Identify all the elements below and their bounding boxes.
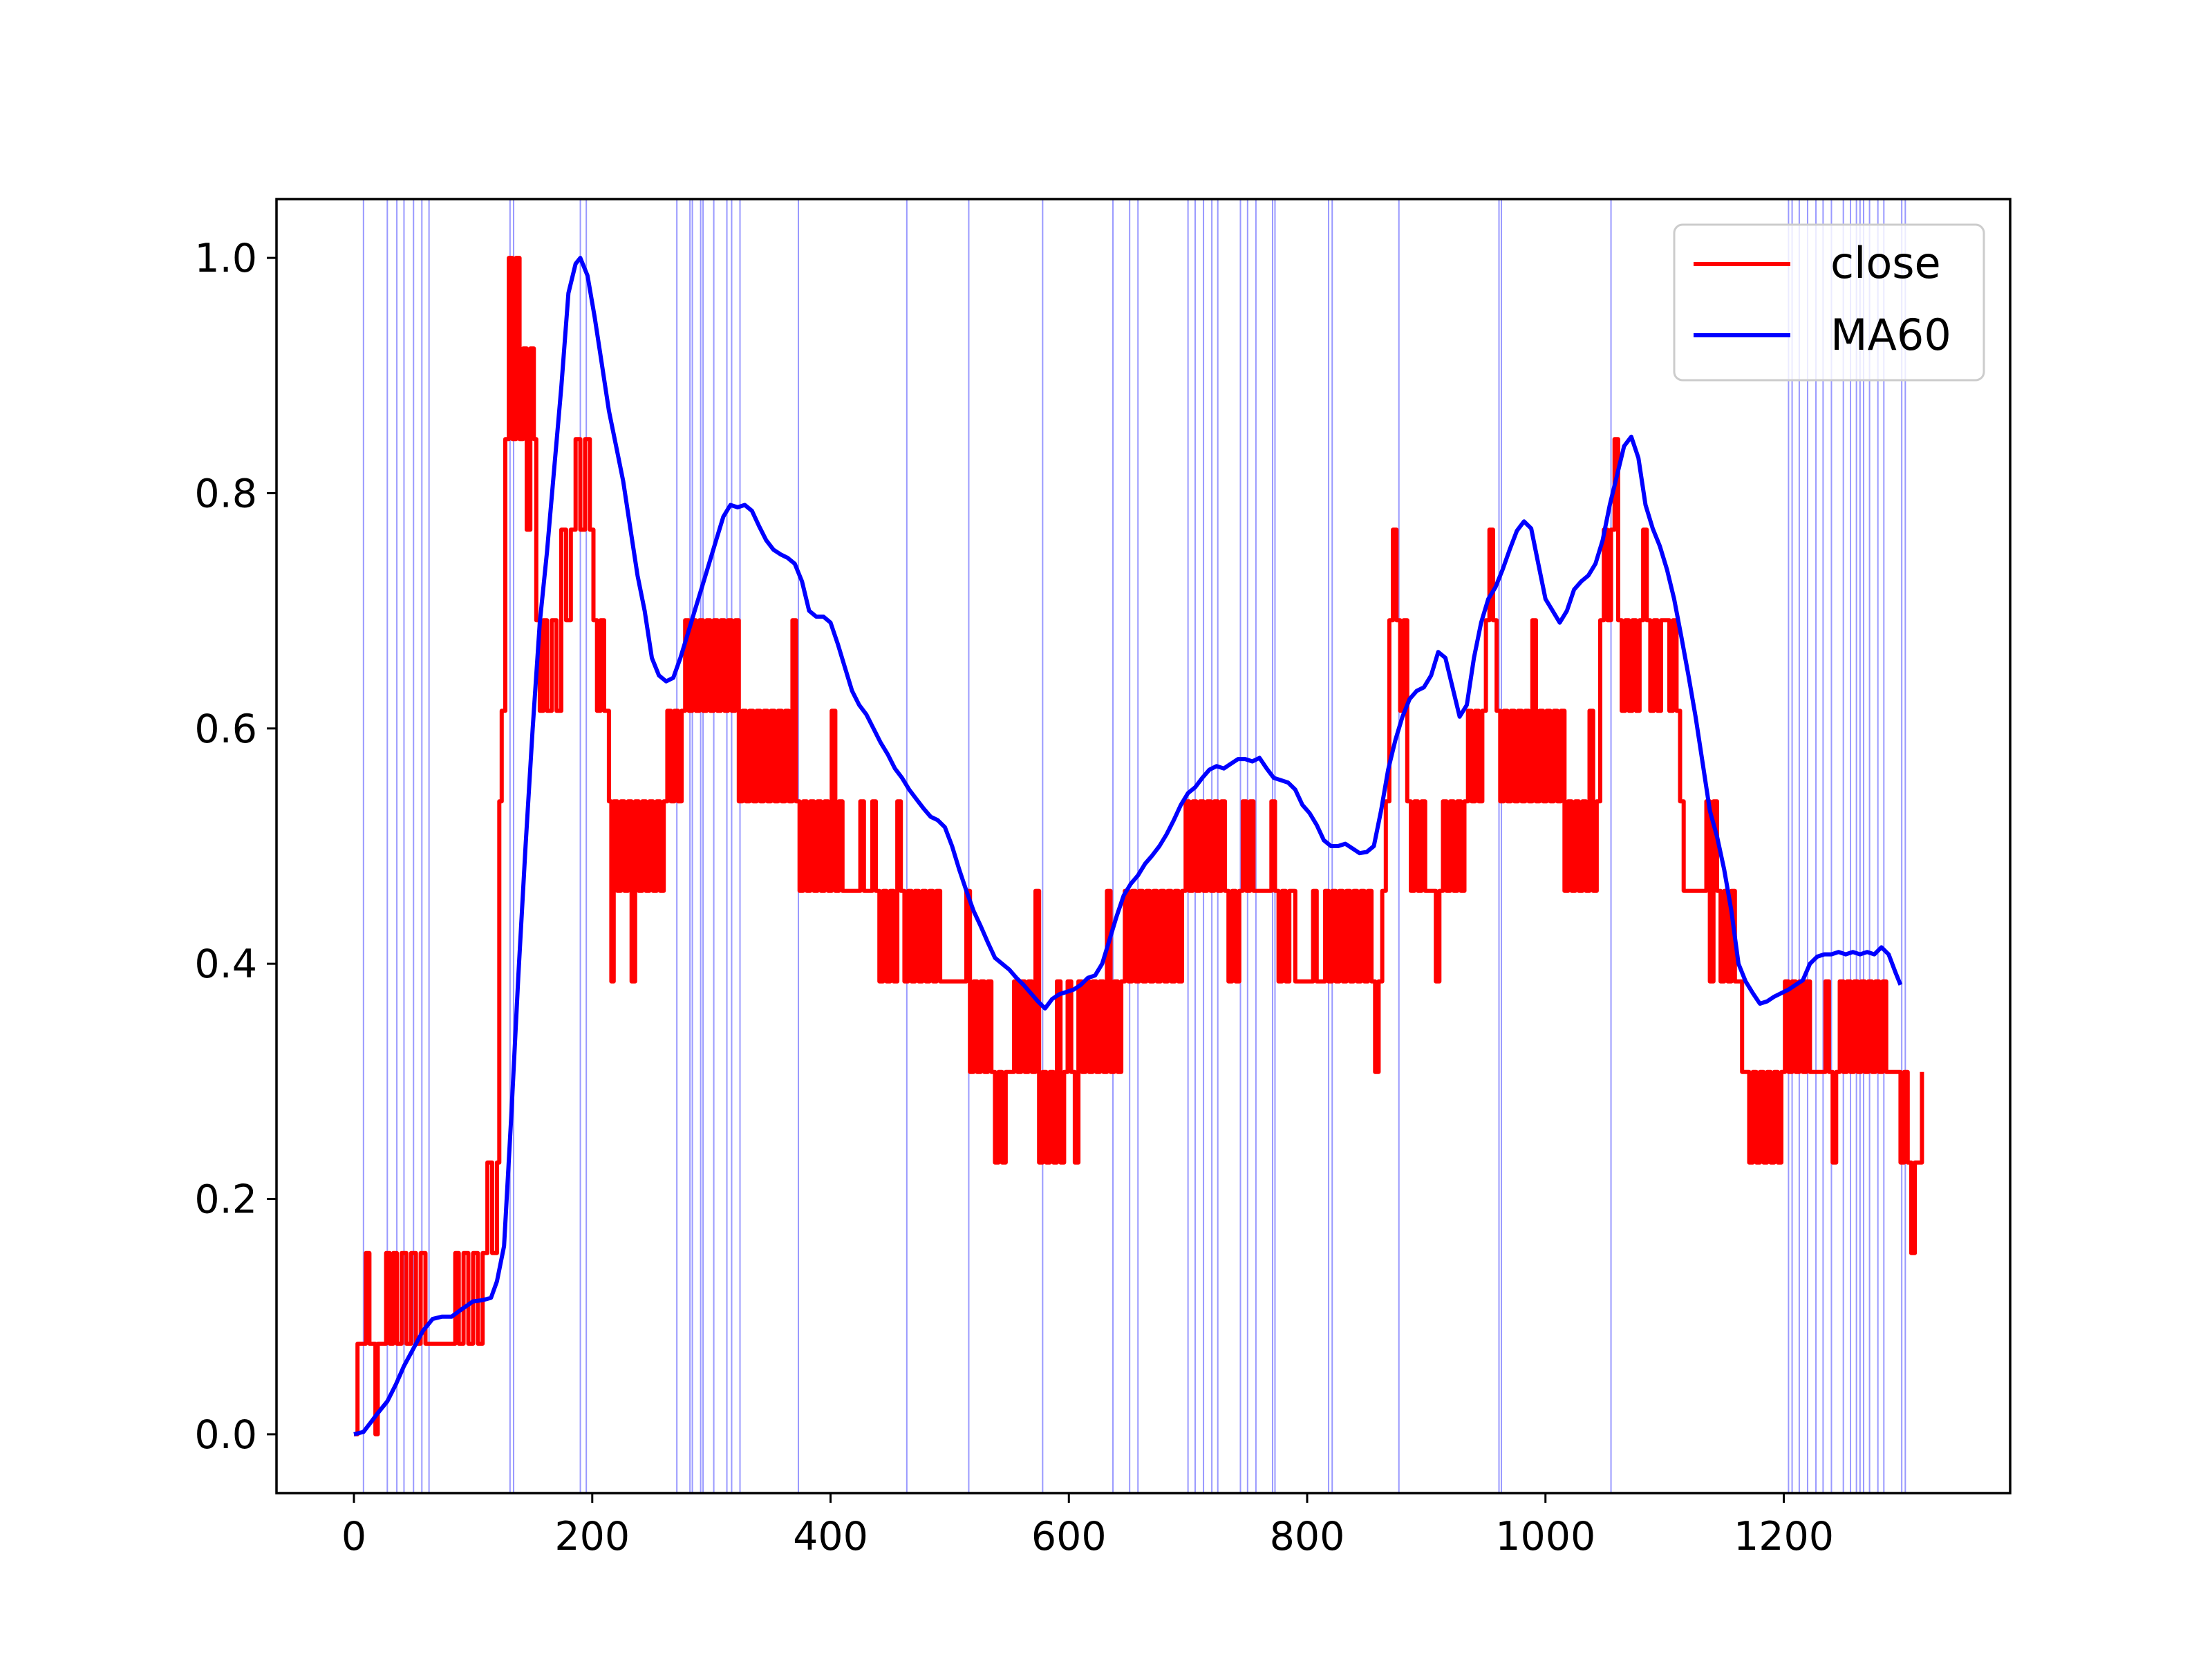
legend-label-ma60: MA60 (1830, 310, 1951, 360)
y-tick-label-1: 0.2 (194, 1177, 257, 1223)
series-line-ma60 (353, 256, 1903, 1436)
x-tick-label-0: 0 (341, 1514, 366, 1559)
x-tick-label-2: 400 (793, 1514, 868, 1559)
y-tick-label-2: 0.4 (194, 941, 257, 987)
x-tick-label-6: 1200 (1734, 1514, 1834, 1559)
x-axis: 0 200 400 600 800 1000 1200 (341, 1493, 1834, 1559)
x-tick-label-3: 600 (1031, 1514, 1107, 1559)
x-tick-label-4: 800 (1270, 1514, 1345, 1559)
legend: close MA60 (1673, 223, 1985, 382)
x-tick-label-1: 200 (554, 1514, 630, 1559)
plot-frame (275, 198, 2012, 1494)
y-tick-label-4: 0.8 (194, 471, 257, 516)
series-line-close (354, 256, 1924, 1436)
y-axis: 0.0 0.2 0.4 0.6 0.8 1.0 (194, 236, 276, 1458)
legend-label-close: close (1830, 238, 1941, 288)
x-tick-label-5: 1000 (1495, 1514, 1595, 1559)
y-tick-label-0: 0.0 (194, 1412, 257, 1458)
series-layer (353, 256, 1924, 1436)
y-tick-label-5: 1.0 (194, 236, 257, 281)
y-tick-label-3: 0.6 (194, 706, 257, 752)
